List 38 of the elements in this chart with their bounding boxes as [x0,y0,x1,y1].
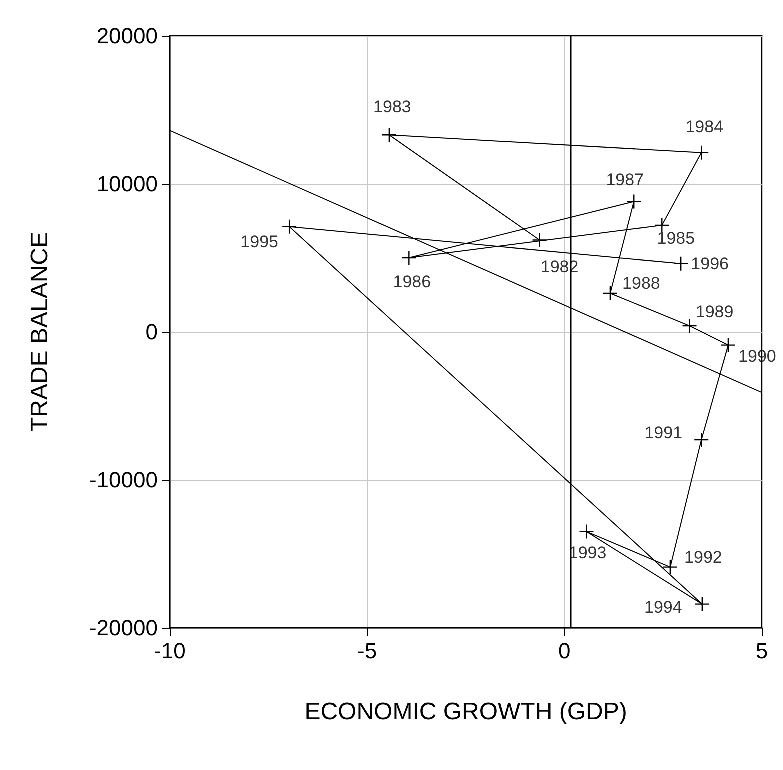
y-tick-label: 0 [146,320,158,344]
y-tick-label: -20000 [89,616,158,640]
annotation: 1988 [622,274,660,294]
point [602,286,618,302]
annotation: 1992 [684,548,722,567]
annotation: 1986 [393,272,432,292]
annotation: 1994 [644,598,682,617]
y-tick-label: -10000 [89,468,158,492]
x-tick-label: 0 [558,638,571,664]
annotation: 1985 [657,228,696,248]
annotation: 1989 [696,302,734,322]
y-tick-label: 20000 [96,24,158,48]
x-axis-title: ECONOMIC GROWTH (GDP) [304,698,628,726]
annotation: 1995 [240,232,278,252]
annotation: 1996 [691,254,730,274]
y-tick-label: 10000 [96,172,158,196]
point [694,145,710,161]
annotation: 1983 [374,98,412,117]
point [673,256,689,272]
x-tick-label: 5 [756,638,768,664]
x-tick-label: -5 [358,638,378,664]
point [694,432,710,448]
point [532,232,548,248]
point [282,219,298,235]
point [579,524,594,540]
point [626,194,642,210]
x-tick-label: -10 [154,638,186,664]
annotation: 1987 [606,170,644,190]
point [382,128,398,143]
point [654,218,670,234]
point [720,338,736,353]
point [402,250,417,266]
point [682,318,698,334]
point [662,560,678,575]
point [694,596,710,612]
y-axis-title: TRADE BALANCE [26,232,54,432]
annotation: 1991 [644,424,683,443]
annotation: 1984 [686,117,724,136]
